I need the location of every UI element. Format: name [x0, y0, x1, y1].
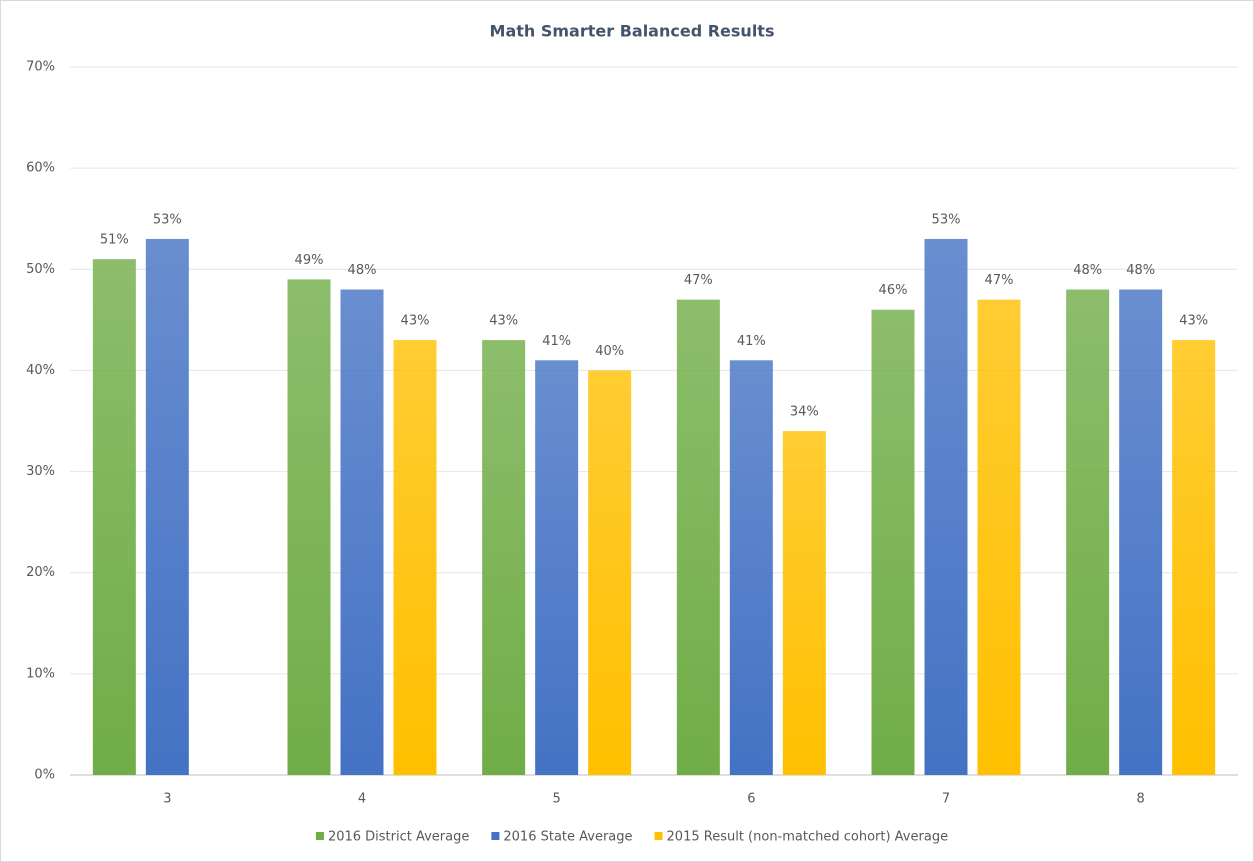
data-label: 48%: [1073, 263, 1102, 278]
data-label: 43%: [1179, 314, 1208, 329]
bar: [1172, 340, 1216, 775]
y-tick-label: 50%: [26, 262, 55, 277]
data-label: 41%: [737, 334, 766, 349]
y-tick-label: 10%: [26, 666, 55, 681]
bar: [92, 259, 136, 776]
data-label: 40%: [595, 344, 624, 359]
data-label: 48%: [348, 263, 377, 278]
x-tick-label: 6: [747, 792, 755, 807]
data-label: 51%: [100, 233, 129, 248]
bar: [588, 370, 632, 775]
data-label: 47%: [684, 273, 713, 288]
y-tick-label: 30%: [26, 464, 55, 479]
bar: [1119, 289, 1163, 775]
bar: [871, 309, 915, 775]
bar: [482, 340, 526, 775]
legend-swatch: [315, 832, 324, 840]
x-tick-label: 4: [358, 792, 366, 807]
y-tick-label: 0%: [34, 768, 55, 783]
y-tick-label: 20%: [26, 565, 55, 580]
data-label: 43%: [489, 314, 518, 329]
y-tick-label: 60%: [26, 161, 55, 176]
legend-label: 2015 Result (non-matched cohort) Average: [667, 830, 949, 845]
bar: [535, 360, 579, 775]
data-label: 34%: [790, 405, 819, 420]
bar: [676, 299, 720, 775]
bar: [287, 279, 331, 775]
y-tick-label: 40%: [26, 363, 55, 378]
data-label: 46%: [879, 283, 908, 298]
legend-label: 2016 State Average: [503, 830, 632, 845]
data-label: 53%: [153, 212, 182, 227]
x-tick-label: 8: [1137, 792, 1145, 807]
x-tick-label: 5: [553, 792, 561, 807]
bar: [393, 340, 437, 775]
data-label: 41%: [542, 334, 571, 349]
data-label: 49%: [295, 253, 324, 268]
bar: [340, 289, 384, 775]
legend-swatch: [654, 832, 663, 840]
bar: [145, 238, 189, 775]
bar: [924, 238, 968, 775]
bar: [729, 360, 773, 775]
chart-title: Math Smarter Balanced Results: [490, 22, 775, 41]
legend-label: 2016 District Average: [328, 830, 469, 845]
data-label: 53%: [932, 212, 961, 227]
data-label: 43%: [401, 314, 430, 329]
data-label: 48%: [1126, 263, 1155, 278]
bar: [977, 299, 1021, 775]
data-label: 47%: [985, 273, 1014, 288]
y-tick-label: 70%: [26, 60, 55, 75]
x-tick-label: 3: [163, 792, 171, 807]
bar: [1066, 289, 1110, 775]
bar: [782, 431, 826, 775]
x-tick-label: 7: [942, 792, 950, 807]
legend-swatch: [491, 832, 500, 840]
